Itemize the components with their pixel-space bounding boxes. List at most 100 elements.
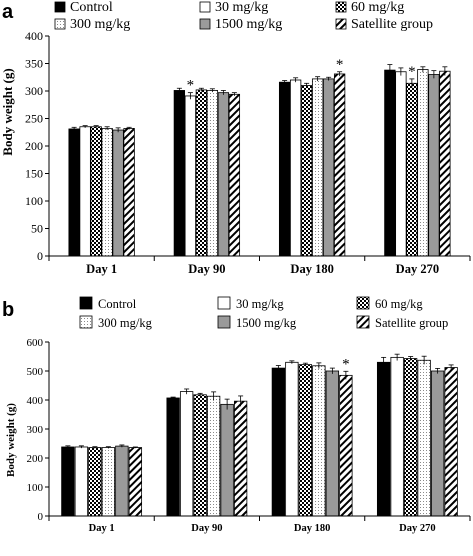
bar	[298, 364, 313, 517]
legend-item: 1500 mg/kg	[217, 315, 297, 330]
legend-swatch	[335, 18, 347, 30]
error-bar	[448, 364, 454, 371]
error-bar	[197, 392, 203, 397]
y-tick-label: 400	[27, 395, 44, 407]
error-bar	[209, 88, 215, 93]
legend-label: Satellite group	[375, 316, 448, 330]
bar	[376, 361, 391, 517]
bar	[333, 73, 346, 257]
error-bar	[289, 360, 295, 364]
error-bar	[184, 388, 190, 395]
legend-label: 300 mg/kg	[98, 316, 153, 330]
legend-swatch	[356, 315, 370, 329]
x-tick-label: Day 180	[294, 523, 330, 534]
bar	[285, 361, 299, 517]
error-bar	[293, 77, 299, 83]
legend-item: 60 mg/kg	[356, 296, 423, 311]
y-tick-label: 200	[27, 453, 44, 465]
legend-swatch	[54, 1, 66, 13]
legend-item: 300 mg/kg	[54, 17, 130, 32]
bars-a: * * *	[68, 57, 451, 257]
error-bar	[304, 82, 310, 88]
error-bar	[105, 446, 111, 449]
y-tick-label: 350	[25, 57, 43, 71]
y-tick-label: 100	[27, 482, 44, 494]
error-bar	[387, 64, 393, 76]
error-bar	[211, 391, 217, 401]
y-tick-label: 400	[25, 29, 43, 43]
bar	[123, 127, 135, 257]
bar	[417, 69, 429, 257]
y-axis-b: 0 100 200 300 400 500 600	[27, 337, 50, 523]
bar	[339, 374, 353, 517]
error-bar	[82, 125, 88, 128]
error-bar	[187, 92, 193, 100]
bar	[417, 359, 431, 517]
y-tick-label: 0	[38, 511, 44, 523]
legend-item: Control	[54, 0, 113, 15]
legend-swatch	[217, 296, 231, 310]
y-tick-label: 100	[25, 194, 43, 208]
legend-item: Satellite group	[335, 17, 433, 32]
legend-label: Control	[98, 297, 137, 311]
error-bar	[224, 398, 230, 410]
y-tick-label: 500	[27, 366, 44, 378]
legend-swatch	[79, 296, 93, 310]
bar	[233, 400, 248, 517]
y-axis-label-a: Body weight (g)	[0, 68, 15, 155]
bar	[68, 128, 80, 257]
bar	[311, 78, 324, 257]
error-bar	[442, 66, 448, 76]
error-bar	[65, 445, 71, 449]
error-bar	[302, 362, 308, 367]
bar	[193, 394, 207, 517]
legend-swatch	[199, 18, 211, 30]
bar	[325, 370, 340, 517]
legend-label: 60 mg/kg	[375, 297, 423, 311]
x-axis-a: Day 1 Day 90 Day 180 Day 270	[48, 255, 471, 276]
y-tick-label: 600	[27, 337, 44, 349]
legend-label: 60 mg/kg	[351, 0, 404, 15]
bar	[395, 71, 407, 257]
legend-swatch	[79, 315, 93, 329]
panel-letter-b: b	[2, 299, 14, 321]
bar	[173, 90, 186, 257]
legend-label: 30 mg/kg	[215, 0, 268, 15]
error-bar	[231, 92, 237, 96]
error-bar	[92, 446, 98, 449]
legend-swatch	[356, 296, 370, 310]
error-bar	[275, 365, 281, 371]
bar	[79, 126, 91, 257]
y-tick-label: 200	[25, 139, 43, 153]
bar	[61, 446, 75, 517]
error-bar	[93, 125, 99, 128]
bar	[128, 447, 143, 517]
legend-label: Control	[70, 0, 113, 15]
x-axis-b: Day 1 Day 90 Day 180 Day 270	[48, 515, 471, 534]
bar	[166, 397, 180, 517]
error-bar	[326, 76, 332, 81]
legend-label: 1500 mg/kg	[236, 316, 297, 330]
legend-swatch	[217, 315, 231, 329]
bar	[220, 403, 234, 517]
legend-b: Control 30 mg/kg 60 mg/kg 300 mg/kg 1500 mg/…	[79, 296, 448, 330]
bar	[322, 78, 335, 257]
legend-swatch	[335, 1, 347, 13]
y-axis-a: 0 50 100 150 200 250 300 350 400	[25, 29, 50, 263]
y-tick-label: 300	[25, 84, 43, 98]
bar	[403, 358, 418, 517]
y-tick-label: 50	[31, 222, 43, 236]
bar	[112, 129, 124, 257]
bar	[90, 126, 102, 257]
error-bar	[132, 446, 138, 449]
legend-item: Control	[79, 296, 137, 311]
bar	[206, 395, 221, 517]
legend-item: 30 mg/kg	[217, 296, 284, 311]
significance-marker: *	[342, 356, 350, 372]
error-bar	[315, 76, 321, 82]
legend-swatch	[54, 18, 66, 30]
y-axis-label-b: Body weight (g)	[5, 403, 17, 477]
legend-swatch	[199, 1, 211, 13]
y-tick-label: 300	[27, 424, 44, 436]
legend-item: 1500 mg/kg	[199, 17, 282, 32]
